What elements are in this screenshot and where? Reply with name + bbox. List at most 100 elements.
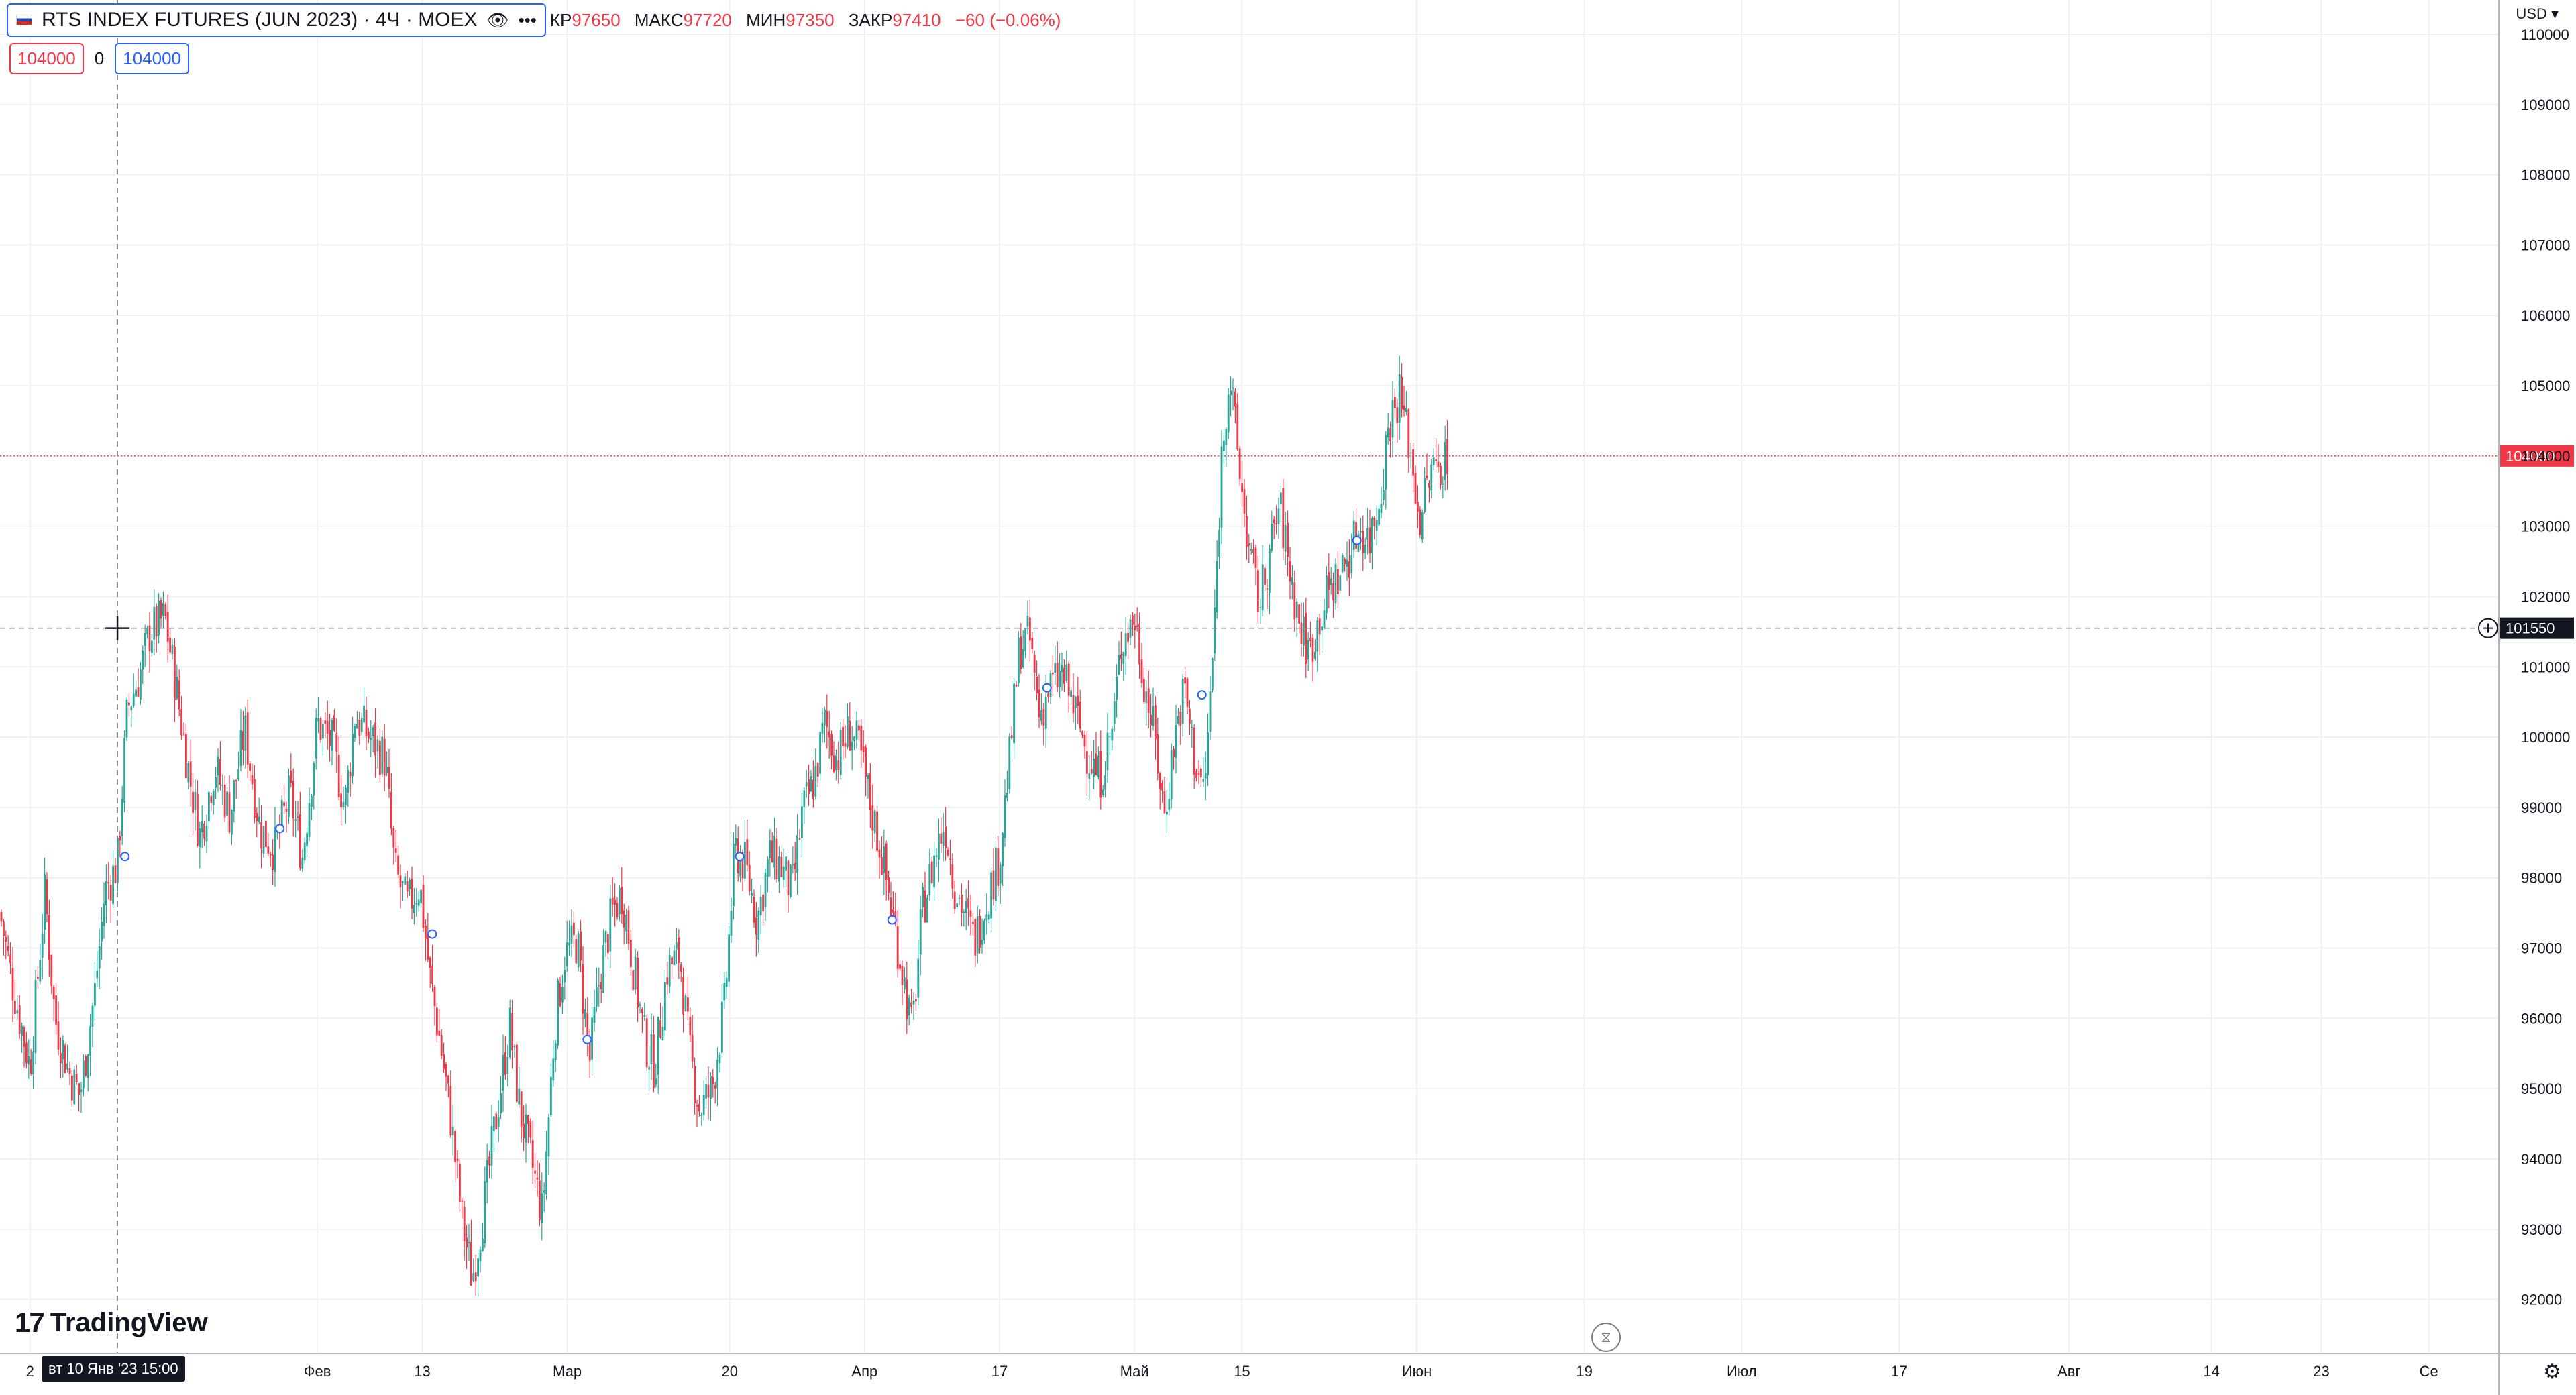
candle-body <box>1143 679 1145 702</box>
candle-body <box>440 1035 443 1056</box>
candle-body <box>25 1042 28 1064</box>
candle-body <box>1346 559 1348 567</box>
event-marker[interactable] <box>275 824 285 834</box>
candle-body <box>1430 464 1433 491</box>
event-marker[interactable] <box>427 929 437 939</box>
tradingview-logo[interactable]: 17 TradingView <box>15 1306 208 1339</box>
candle-body <box>1040 710 1042 721</box>
buy-button[interactable]: 104000 <box>115 43 189 74</box>
candle-body <box>630 940 632 968</box>
candle-body <box>1385 435 1387 490</box>
event-marker[interactable] <box>887 915 897 925</box>
candle-body <box>23 1027 25 1047</box>
candle-body <box>383 738 386 776</box>
currency-selector[interactable]: USD ▾ <box>2516 5 2559 22</box>
candle-body <box>324 720 327 724</box>
candle-body <box>1191 726 1193 728</box>
candle-body <box>1093 758 1095 777</box>
sell-button[interactable]: 104000 <box>9 43 84 74</box>
candle-body <box>1348 561 1350 578</box>
candle-body <box>1075 696 1077 708</box>
candle-body <box>614 899 616 905</box>
candle-body <box>340 793 342 808</box>
candle-body <box>1323 610 1326 628</box>
candle-body <box>103 904 105 926</box>
candle-body <box>1428 483 1430 488</box>
candle-body <box>203 823 205 839</box>
candle-body <box>997 848 1000 886</box>
candle-body <box>680 964 682 972</box>
candle-body <box>985 914 988 921</box>
candle-body <box>360 718 363 732</box>
candle-body <box>1238 448 1241 480</box>
more-icon[interactable]: ••• <box>518 9 537 30</box>
candle-body <box>1373 517 1376 526</box>
candle-body <box>11 968 14 1001</box>
gear-icon[interactable]: ⚙ <box>2543 1361 2561 1383</box>
x-tick-label: 19 <box>1576 1363 1592 1380</box>
last-price-label: 104000 <box>2506 448 2555 465</box>
y-tick-label: 95000 <box>2521 1080 2562 1097</box>
order-panel: 104000 0 104000 <box>9 43 189 74</box>
candle-body <box>1006 793 1008 798</box>
candle-body <box>926 897 928 923</box>
candle-body <box>365 710 368 736</box>
candle-body <box>390 791 392 829</box>
candle-body <box>757 910 760 940</box>
candle-body <box>1387 427 1389 438</box>
candle-body <box>1095 753 1097 775</box>
candle-body <box>376 739 379 752</box>
event-marker[interactable] <box>1352 535 1362 545</box>
candle-body <box>231 809 233 835</box>
candle-body <box>160 600 162 619</box>
go-to-realtime-icon[interactable]: ⧖ <box>1591 1323 1621 1352</box>
candle-body <box>637 958 639 1008</box>
candle-body <box>169 638 171 653</box>
candle-body <box>753 897 755 923</box>
candle-body <box>399 875 402 887</box>
x-tick-label: 20 <box>721 1363 737 1380</box>
candle-body <box>821 722 824 734</box>
candle-body <box>847 716 849 747</box>
candle-body <box>1287 522 1289 557</box>
y-tick-label: 94000 <box>2521 1151 2562 1168</box>
event-marker[interactable] <box>735 852 745 862</box>
event-marker[interactable] <box>1197 690 1207 700</box>
candle-body <box>1442 483 1444 485</box>
candle-body <box>844 743 847 747</box>
candle-body <box>803 790 806 807</box>
candle-body <box>194 791 197 810</box>
candle-body <box>1421 512 1424 539</box>
candle-body <box>182 733 185 735</box>
candle-body <box>922 887 924 907</box>
event-marker[interactable] <box>120 852 130 862</box>
candle-body <box>381 736 384 775</box>
candle-body <box>235 779 237 782</box>
candle-body <box>217 756 219 776</box>
event-marker[interactable] <box>582 1034 592 1044</box>
candle-body <box>109 885 112 901</box>
candle-body <box>598 985 600 987</box>
candle-body <box>972 922 974 924</box>
candle-body <box>132 693 135 706</box>
candle-body <box>1077 695 1079 706</box>
symbol-title-box[interactable]: RTS INDEX FUTURES (JUN 2023) · 4Ч · MOEX… <box>7 3 546 37</box>
eye-icon[interactable]: 👁 <box>486 9 509 30</box>
candle-body <box>66 1063 68 1070</box>
candle-body <box>751 893 753 896</box>
candle-body <box>865 747 867 777</box>
candle-body <box>372 727 374 736</box>
event-marker[interactable] <box>1042 683 1052 693</box>
candle-body <box>974 919 977 956</box>
candle-body <box>653 1034 655 1089</box>
candle-body <box>769 840 771 859</box>
candle-body <box>1022 649 1024 667</box>
candle-body <box>733 843 735 907</box>
candle-body <box>1216 561 1218 613</box>
x-tick-label: 13 <box>414 1363 430 1380</box>
symbol-title[interactable]: RTS INDEX FUTURES (JUN 2023) · 4Ч · MOEX <box>42 9 478 31</box>
candle-body <box>1280 492 1282 505</box>
candle-body <box>1026 616 1029 627</box>
candle-body <box>345 787 347 805</box>
